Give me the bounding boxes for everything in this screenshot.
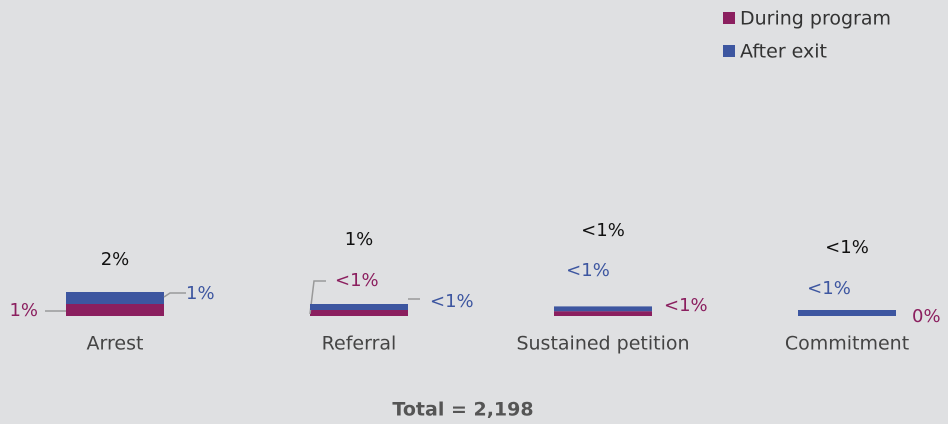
bar-segment: [798, 310, 896, 316]
legend-label: After exit: [740, 41, 827, 63]
total-label: <1%: [825, 237, 869, 258]
bar-segment: [554, 306, 652, 312]
data-label: <1%: [664, 295, 708, 316]
total-label: 1%: [345, 229, 374, 250]
total-label: <1%: [581, 220, 625, 241]
bar-segment: [554, 311, 652, 316]
data-label: 1%: [9, 300, 38, 321]
bar-segment: [66, 304, 164, 316]
bar-segment: [66, 292, 164, 304]
bar-segment: [310, 304, 408, 310]
legend-label: During program: [740, 8, 891, 30]
total-label: 2%: [101, 249, 130, 270]
x-tick-label: Arrest: [87, 333, 144, 355]
note: Total = 2,198: [392, 399, 533, 421]
data-label: 0%: [912, 306, 941, 327]
leader-line: [309, 280, 326, 315]
bar-segment: [310, 310, 408, 316]
data-label: 1%: [186, 283, 215, 304]
leader-line: [163, 292, 186, 298]
legend-swatch: [723, 45, 735, 57]
x-tick-label: Sustained petition: [516, 333, 689, 355]
legend-swatch: [723, 12, 735, 24]
x-tick-label: Commitment: [785, 333, 909, 355]
data-label: <1%: [335, 270, 379, 291]
data-label: <1%: [566, 260, 610, 281]
x-tick-label: Referral: [322, 333, 397, 355]
data-label: <1%: [430, 291, 474, 312]
data-label: <1%: [807, 278, 851, 299]
